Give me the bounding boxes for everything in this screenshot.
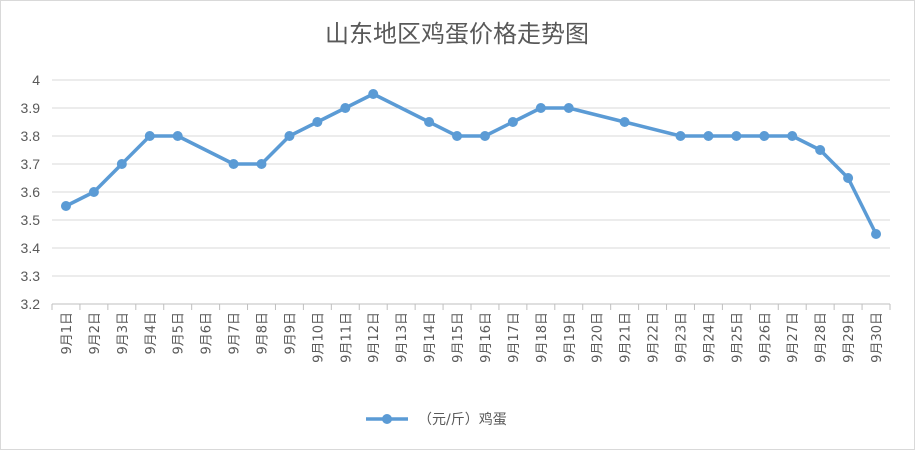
x-tick-label: 9月8日 bbox=[256, 312, 271, 355]
x-tick-label: 9月17日 bbox=[507, 312, 522, 363]
x-tick-label: 9月12日 bbox=[367, 312, 382, 363]
data-point bbox=[619, 117, 630, 127]
y-tick-label: 3.3 bbox=[21, 268, 41, 284]
data-point bbox=[116, 159, 127, 169]
data-point bbox=[312, 117, 323, 127]
x-tick-label: 9月4日 bbox=[144, 312, 159, 355]
y-tick-label: 3.2 bbox=[21, 296, 41, 312]
legend-marker bbox=[382, 414, 392, 424]
x-tick-label: 9月7日 bbox=[228, 312, 243, 355]
x-tick-label: 9月11日 bbox=[339, 312, 354, 363]
data-point bbox=[256, 159, 267, 169]
x-tick-label: 9月30日 bbox=[870, 312, 885, 363]
data-point bbox=[871, 229, 882, 239]
x-tick-label: 9月3日 bbox=[116, 312, 131, 355]
data-point bbox=[452, 131, 463, 141]
x-tick-label: 9月15日 bbox=[451, 312, 466, 363]
x-tick-label: 9月13日 bbox=[395, 312, 410, 363]
data-point bbox=[340, 103, 351, 113]
x-tick-label: 9月10日 bbox=[311, 312, 326, 363]
y-tick-label: 3.7 bbox=[21, 156, 41, 172]
data-point bbox=[228, 159, 239, 169]
x-tick-label: 9月9日 bbox=[283, 312, 298, 355]
data-point bbox=[815, 145, 826, 155]
x-tick-label: 9月18日 bbox=[535, 312, 550, 363]
gridlines bbox=[52, 79, 890, 305]
legend-label: （元/斤）鸡蛋 bbox=[418, 411, 507, 428]
data-point bbox=[144, 131, 155, 141]
data-point bbox=[675, 131, 686, 141]
x-tick-label: 9月28日 bbox=[814, 312, 829, 363]
data-point bbox=[60, 201, 71, 211]
x-tick-label: 9月27日 bbox=[786, 312, 801, 363]
x-tick-label: 9月19日 bbox=[563, 312, 578, 363]
data-point bbox=[507, 117, 518, 127]
data-point bbox=[284, 131, 295, 141]
y-tick-label: 3.8 bbox=[21, 128, 41, 144]
x-tick-label: 9月20日 bbox=[591, 312, 606, 363]
y-tick-label: 3.5 bbox=[21, 212, 41, 228]
y-tick-label: 3.4 bbox=[21, 240, 41, 256]
x-tick-label: 9月25日 bbox=[730, 312, 745, 363]
x-tick-label: 9月24日 bbox=[702, 312, 717, 363]
x-tick-label: 9月6日 bbox=[200, 312, 215, 355]
x-tick-label: 9月1日 bbox=[60, 312, 75, 355]
data-point bbox=[368, 89, 379, 99]
data-point bbox=[535, 103, 546, 113]
data-point bbox=[172, 131, 183, 141]
series-group bbox=[60, 89, 882, 239]
x-axis: 9月1日 9月2日 9月3日 9月4日 9月5日 9月6日 9月7日 9月8日 9月9日 9月10… bbox=[51, 304, 891, 363]
data-point bbox=[731, 131, 742, 141]
data-point bbox=[759, 131, 770, 141]
data-point bbox=[787, 131, 798, 141]
x-tick-label: 9月16日 bbox=[479, 312, 494, 363]
data-point bbox=[479, 131, 490, 141]
x-tick-label: 9月23日 bbox=[675, 312, 690, 363]
data-point bbox=[88, 187, 99, 197]
x-tick-label: 9月14日 bbox=[423, 312, 438, 363]
y-tick-label: 4 bbox=[32, 72, 40, 88]
chart-title: 山东地区鸡蛋价格走势图 bbox=[325, 20, 589, 48]
data-point bbox=[843, 173, 854, 183]
x-tick-label: 9月5日 bbox=[172, 312, 187, 355]
y-axis-ticks: 3.2 3.3 3.4 3.5 3.6 3.7 3.8 3.9 4 bbox=[21, 72, 41, 312]
x-tick-label: 9月29日 bbox=[842, 312, 857, 363]
data-point bbox=[703, 131, 714, 141]
y-tick-label: 3.9 bbox=[21, 100, 41, 116]
x-tick-label: 9月26日 bbox=[758, 312, 773, 363]
legend: （元/斤）鸡蛋 bbox=[366, 411, 507, 428]
y-tick-label: 3.6 bbox=[21, 184, 41, 200]
x-tick-label: 9月21日 bbox=[619, 312, 634, 363]
data-point bbox=[424, 117, 435, 127]
data-point bbox=[563, 103, 574, 113]
x-tick-label: 9月2日 bbox=[88, 312, 103, 355]
x-tick-label: 9月22日 bbox=[647, 312, 662, 363]
